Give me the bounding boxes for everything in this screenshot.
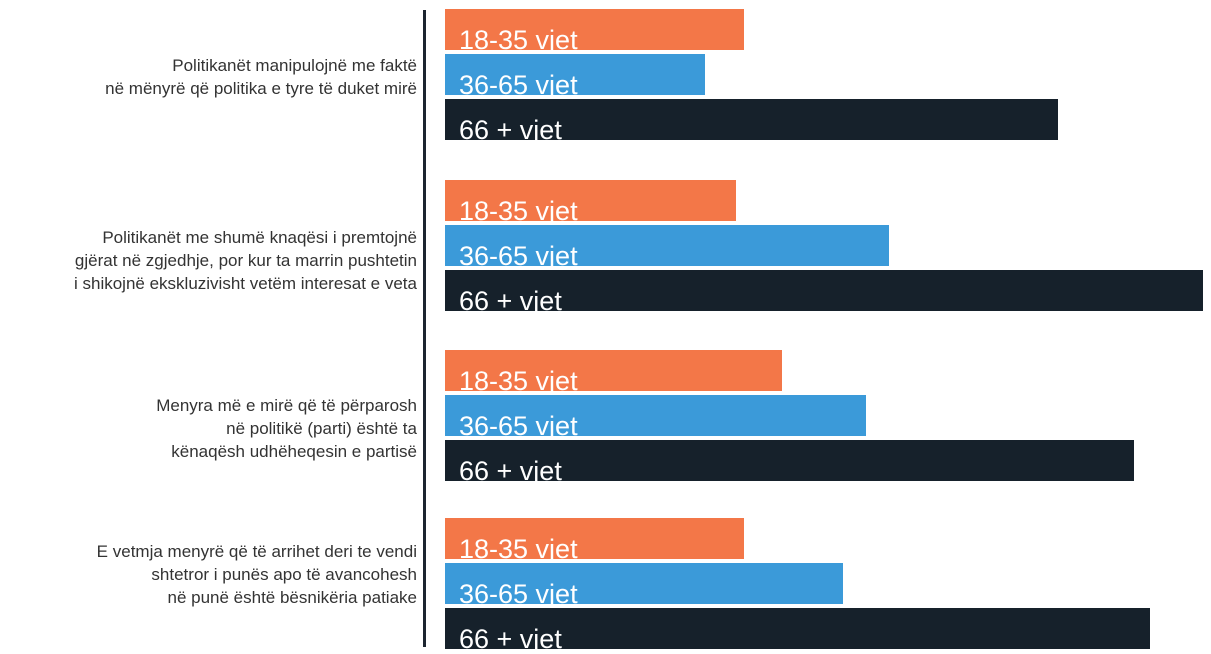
bar: 36-65 vjet: [445, 563, 843, 608]
bar-series-label: 66 + vjet: [459, 624, 562, 654]
bar: 36-65 vjet: [445, 225, 889, 270]
category-label: Menyra më e mirë që të përparosh në poli…: [156, 396, 417, 461]
category-label: E vetmja menyrë që të arrihet deri te ve…: [96, 542, 417, 607]
category-label: Politikanët manipulojnë me faktë në mëny…: [105, 56, 417, 98]
bar: 18-35 vjet: [445, 350, 782, 395]
bar: 66 + vjet: [445, 99, 1058, 144]
bar-series-label: 66 + vjet: [459, 456, 562, 486]
bar: 18-35 vjet: [445, 518, 744, 563]
bar: 66 + vjet: [445, 608, 1150, 653]
bar-series-label: 18-35 vjet: [459, 25, 578, 55]
bar-series-label: 66 + vjet: [459, 286, 562, 316]
bar-series-label: 36-65 vjet: [459, 70, 578, 100]
bar-series-label: 18-35 vjet: [459, 366, 578, 396]
bar: 66 + vjet: [445, 440, 1134, 485]
bar-series-label: 18-35 vjet: [459, 196, 578, 226]
category-label: Politikanët me shumë knaqësi i premtojnë…: [74, 228, 417, 293]
bar-series-label: 36-65 vjet: [459, 579, 578, 609]
bar: 36-65 vjet: [445, 395, 866, 440]
y-axis-line: [423, 10, 426, 647]
bar: 66 + vjet: [445, 270, 1203, 315]
bar-series-label: 36-65 vjet: [459, 411, 578, 441]
bar: 36-65 vjet: [445, 54, 705, 99]
bar: 18-35 vjet: [445, 9, 744, 54]
bar-series-label: 36-65 vjet: [459, 241, 578, 271]
bar-series-label: 66 + vjet: [459, 115, 562, 145]
bar-series-label: 18-35 vjet: [459, 534, 578, 564]
bar: 18-35 vjet: [445, 180, 736, 225]
